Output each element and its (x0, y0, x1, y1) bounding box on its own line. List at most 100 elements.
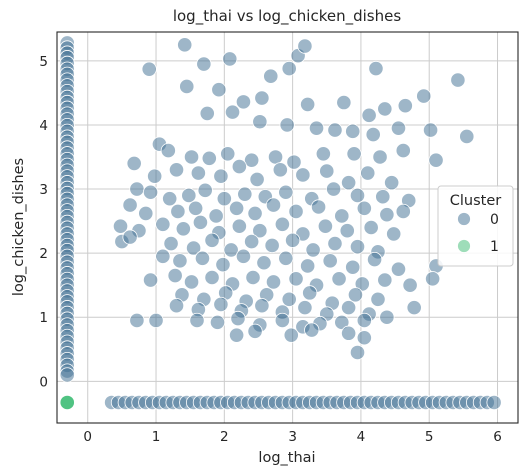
data-point-cluster-0 (341, 175, 357, 191)
data-point-cluster-0 (349, 239, 366, 255)
data-point-cluster-0 (288, 271, 304, 287)
data-point-cluster-0 (208, 208, 224, 224)
data-point-cluster-0 (155, 248, 171, 264)
y-tick-label: 2 (39, 246, 48, 262)
data-point-cluster-0 (213, 296, 229, 313)
data-point-cluster-0 (327, 122, 343, 138)
data-point-cluster-0 (305, 242, 321, 258)
data-point-cluster-0 (177, 37, 193, 53)
x-tick-label: 6 (493, 429, 502, 445)
data-point-cluster-0 (235, 248, 252, 264)
data-point-cluster-0 (283, 327, 299, 343)
data-point-cluster-0 (345, 259, 361, 275)
data-point-cluster-0 (416, 88, 432, 104)
data-point-cluster-0 (129, 312, 145, 329)
data-point-cluster-0 (349, 344, 366, 361)
data-point-cluster-0 (223, 242, 239, 258)
data-point-cluster-0 (231, 218, 247, 234)
data-point-cluster-0 (274, 216, 290, 232)
data-point-cluster-0 (402, 277, 418, 293)
data-point-cluster-0 (397, 98, 413, 114)
data-point-cluster-0 (297, 300, 313, 316)
data-point-cluster-0 (300, 96, 316, 113)
data-point-cluster-0 (375, 189, 391, 205)
data-point-cluster-0 (209, 314, 226, 330)
y-tick-label: 1 (39, 310, 48, 326)
data-point-cluster-0 (224, 104, 241, 120)
data-point-cluster-0 (192, 214, 209, 230)
data-point-cluster-0 (252, 114, 268, 130)
data-point-cluster-0 (317, 218, 334, 234)
data-point-cluster-0 (341, 300, 357, 316)
data-point-cluster-0 (196, 56, 212, 72)
data-point-cluster-0 (341, 325, 357, 341)
legend-title: Cluster (450, 193, 502, 209)
data-point-cluster-0 (363, 219, 379, 236)
data-point-cluster-0 (235, 94, 252, 110)
data-point-cluster-0 (204, 232, 220, 248)
data-point-cluster-0 (204, 269, 220, 286)
x-tick-label: 5 (425, 429, 434, 445)
x-tick-label: 3 (288, 429, 297, 445)
data-point-cluster-0 (163, 235, 179, 252)
legend-label-cluster-1: 1 (490, 239, 499, 255)
y-tick-label: 3 (39, 182, 48, 198)
data-point-cluster-0 (349, 187, 366, 204)
data-point-cluster-0 (319, 163, 335, 179)
legend: Cluster 0 1 (437, 185, 514, 267)
data-point-cluster-0 (384, 175, 400, 191)
data-point-cluster-0 (346, 146, 362, 162)
data-point-cluster-0 (377, 101, 393, 117)
data-point-cluster-0 (263, 68, 279, 84)
data-point-cluster-0 (379, 207, 395, 223)
data-point-cluster-0 (390, 261, 407, 277)
data-point-cluster-0 (160, 142, 176, 159)
y-tick-label: 4 (39, 118, 48, 134)
data-point-cluster-0 (229, 200, 245, 216)
data-point-cluster-0 (406, 300, 422, 316)
data-point-cluster-0 (252, 223, 268, 239)
data-point-cluster-0 (425, 271, 441, 287)
data-point-cluster-0 (167, 267, 183, 284)
x-tick-label: 1 (152, 429, 161, 445)
data-point-cluster-0 (179, 78, 195, 95)
data-point-cluster-0 (129, 181, 145, 197)
data-point-cluster-0 (339, 223, 355, 239)
data-point-cluster-0 (138, 205, 154, 221)
data-point-cluster-0 (322, 253, 338, 269)
data-point-cluster-0 (336, 94, 352, 111)
data-point-cluster-0 (168, 298, 185, 314)
data-point-cluster-0 (302, 285, 318, 301)
data-point-cluster-0 (395, 203, 411, 220)
y-tick-label: 0 (39, 374, 48, 390)
data-point-cluster-0 (370, 291, 386, 307)
data-point-cluster-0 (267, 149, 284, 165)
data-point-cluster-0 (231, 159, 247, 175)
x-tick-label: 0 (83, 429, 92, 445)
data-point-cluster-0 (254, 90, 270, 106)
data-point-cluster-0 (285, 232, 301, 248)
data-point-cluster-0 (245, 269, 261, 286)
data-point-cluster-0 (122, 229, 138, 245)
data-point-cluster-0 (142, 184, 159, 200)
data-point-cluster-0 (222, 51, 238, 67)
data-point-cluster-0 (278, 250, 294, 266)
data-point-cluster-0 (229, 327, 245, 343)
data-point-cluster-0 (379, 309, 395, 325)
data-point-cluster-0 (281, 60, 297, 77)
data-point-cluster-0 (197, 182, 213, 198)
data-point-cluster-0 (368, 60, 384, 77)
x-tick-label: 4 (357, 429, 366, 445)
data-point-cluster-0 (247, 205, 263, 221)
data-point-cluster-0 (428, 152, 444, 168)
data-point-cluster-0 (279, 117, 295, 133)
data-point-cluster-0 (122, 197, 138, 213)
data-point-cluster-0 (264, 237, 280, 254)
data-point-cluster-0 (334, 314, 350, 330)
data-point-cluster-0 (372, 149, 388, 165)
y-tick-label: 5 (39, 54, 48, 70)
data-point-cluster-1 (59, 394, 75, 411)
data-point-cluster-0 (170, 203, 186, 220)
legend-box (437, 185, 514, 267)
